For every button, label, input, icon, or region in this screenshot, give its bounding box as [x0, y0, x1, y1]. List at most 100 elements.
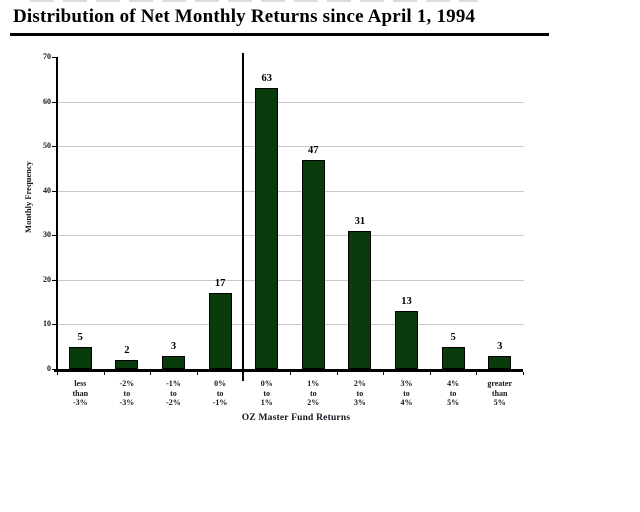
x-category-label-line: -2% [166, 398, 181, 407]
x-category-label-line: -3% [119, 398, 135, 407]
gridline [58, 324, 524, 326]
x-category-label-line: -1% [212, 398, 228, 407]
x-category-label-line: 1% [307, 379, 320, 388]
x-category-label: 1% to 2% [290, 379, 337, 408]
y-tick-label: 50 [43, 141, 51, 151]
x-category-label-line: than [72, 388, 89, 398]
bar [68, 346, 92, 369]
bar [208, 293, 232, 369]
y-axis-tick [52, 324, 57, 326]
bar [395, 311, 418, 369]
y-axis-tick [52, 279, 57, 281]
x-axis-tick [429, 372, 431, 375]
x-axis-tick [336, 372, 338, 375]
x-category-label: 4% to 5% [430, 379, 477, 408]
x-axis-tick [243, 372, 245, 375]
x-category-label-line: to [216, 388, 224, 398]
x-category-label-line: to [403, 388, 410, 398]
x-category-label: 0% to -1% [197, 379, 244, 408]
y-tick-label: 60 [43, 96, 51, 106]
x-category-label-line: 5% [493, 398, 506, 407]
y-tick-label: 30 [43, 230, 51, 240]
x-category-label-line: to [123, 388, 131, 398]
y-tick-label: 0 [47, 364, 51, 373]
zero-divider-line [242, 53, 244, 381]
x-axis-line [54, 369, 523, 372]
y-axis-tick [52, 57, 57, 58]
gridline [58, 235, 524, 237]
x-category-label-line: 3% [400, 379, 413, 388]
bar-value-label: 47 [308, 144, 319, 156]
y-tick-label: 10 [43, 319, 51, 329]
x-category-label: greater than 5% [476, 379, 523, 408]
x-axis-tick [57, 372, 58, 375]
x-category-label-line: to [356, 388, 364, 398]
x-category-label-line: 5% [447, 398, 460, 407]
x-category-label: less than -3% [57, 379, 104, 408]
x-category-label-line: greater [487, 379, 513, 388]
y-tick-label: 70 [43, 52, 51, 61]
bar-value-label: 31 [354, 215, 366, 227]
x-category-label-line: to [170, 388, 177, 398]
gridline [58, 279, 524, 281]
x-category-label: 3% to 4% [383, 379, 430, 408]
x-category-label-line: than [491, 388, 508, 398]
x-category-label: -1% to -2% [150, 379, 197, 408]
cropped-text-artifact [30, 0, 478, 2]
bar [255, 88, 279, 369]
y-axis-title: Monthly Frequency [23, 161, 33, 233]
x-category-label-line: to [449, 388, 457, 398]
x-category-label-line: -1% [166, 379, 181, 388]
x-category-label-line: -3% [72, 398, 88, 407]
x-category-label: 0% to 1% [243, 379, 290, 408]
bar-value-label: 2 [124, 345, 130, 357]
gridline [58, 101, 524, 103]
bar [488, 355, 512, 369]
bar [115, 360, 139, 369]
bar [301, 159, 325, 369]
gridline [58, 146, 524, 148]
x-category-label-line: -2% [119, 379, 135, 388]
y-axis-line [56, 57, 58, 372]
x-category-label-line: 0% [260, 379, 273, 388]
y-tick-label: 20 [43, 274, 51, 284]
y-tick-label: 40 [43, 185, 51, 195]
bar-value-label: 13 [401, 296, 412, 308]
x-axis-tick [196, 372, 198, 375]
bar-value-label: 63 [261, 73, 272, 85]
x-axis-tick [383, 372, 385, 375]
y-axis-tick [52, 235, 57, 237]
y-axis-tick [52, 190, 57, 192]
bar [348, 230, 372, 369]
x-axis-tick [290, 372, 291, 375]
bar-value-label: 5 [77, 331, 83, 343]
bar-value-label: 17 [214, 278, 226, 290]
x-category-label-line: 2% [353, 379, 366, 388]
y-axis-tick [52, 101, 57, 103]
x-axis-tick [523, 372, 524, 375]
x-category-label-line: less [74, 379, 87, 388]
x-category-label-line: 2% [307, 398, 320, 407]
bar-value-label: 3 [497, 340, 503, 352]
x-axis-tick [103, 372, 105, 375]
x-axis-tick [476, 372, 478, 375]
x-category-label-line: 4% [447, 379, 460, 388]
x-category-label-line: to [309, 388, 317, 398]
x-category-label-line: 1% [260, 398, 273, 407]
bar-value-label: 5 [450, 331, 456, 343]
gridline [58, 190, 524, 192]
y-axis-tick [52, 146, 57, 148]
x-category-label-line: 3% [353, 398, 366, 407]
bar-value-label: 3 [170, 340, 177, 352]
bar [162, 355, 185, 369]
x-category-label: -2% to -3% [104, 379, 151, 408]
x-category-label-line: 4% [400, 398, 413, 407]
chart-title: Distribution of Net Monthly Returns sinc… [13, 6, 476, 27]
title-underline [10, 33, 549, 36]
x-axis-tick [150, 372, 152, 375]
bar [441, 346, 465, 369]
x-category-label-line: 0% [214, 379, 227, 388]
x-axis-title: OZ Master Fund Returns [241, 413, 351, 423]
